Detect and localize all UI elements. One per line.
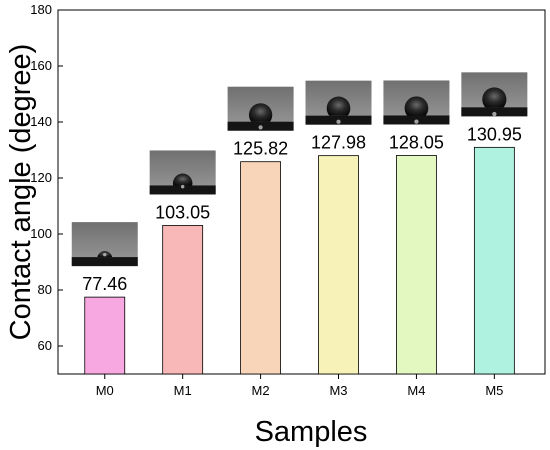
plot-frame xyxy=(57,9,546,375)
droplet-image-m5 xyxy=(461,72,528,117)
bar-series xyxy=(84,146,515,375)
x-axis-title: Samples xyxy=(255,416,368,448)
value-label: 77.46 xyxy=(82,274,127,294)
y-tick-label: 60 xyxy=(38,338,52,353)
x-tick-label: M0 xyxy=(96,383,114,398)
bar-m0 xyxy=(84,296,126,375)
droplet-image-m0 xyxy=(71,222,138,267)
droplet-image-m3 xyxy=(305,80,372,125)
y-axis-ticks: 60 80 100 120 140 160 180 xyxy=(30,2,63,353)
droplet-images xyxy=(71,72,528,267)
bar-m5 xyxy=(473,146,515,375)
x-axis-ticks: M0 M1 M2 M3 M4 M5 xyxy=(96,374,503,398)
droplet-image-m2 xyxy=(227,86,294,131)
value-labels: 77.46 103.05 125.82 127.98 128.05 130.95 xyxy=(82,124,522,294)
y-tick-label: 100 xyxy=(30,226,52,241)
bar-m2 xyxy=(240,161,281,375)
bar-m1 xyxy=(162,225,204,375)
x-tick-label: M4 xyxy=(407,383,425,398)
y-tick-label: 140 xyxy=(30,114,52,129)
y-tick-label: 80 xyxy=(38,282,52,297)
y-tick-label: 120 xyxy=(30,170,52,185)
y-tick-label: 160 xyxy=(30,58,52,73)
x-tick-label: M1 xyxy=(174,383,192,398)
droplet-image-m1 xyxy=(149,150,216,195)
bar-m3 xyxy=(318,155,359,375)
x-tick-label: M5 xyxy=(485,383,503,398)
value-label: 130.95 xyxy=(467,124,522,144)
bar-m4 xyxy=(396,155,437,375)
value-label: 125.82 xyxy=(233,139,288,159)
droplet-image-m4 xyxy=(383,80,450,125)
y-tick-label: 180 xyxy=(30,2,52,17)
value-label: 103.05 xyxy=(155,202,210,222)
y-axis-title: Contact angle (degree) xyxy=(5,44,37,341)
x-tick-label: M2 xyxy=(252,383,270,398)
value-label: 128.05 xyxy=(389,132,444,152)
x-tick-label: M3 xyxy=(329,383,347,398)
value-label: 127.98 xyxy=(311,133,366,153)
